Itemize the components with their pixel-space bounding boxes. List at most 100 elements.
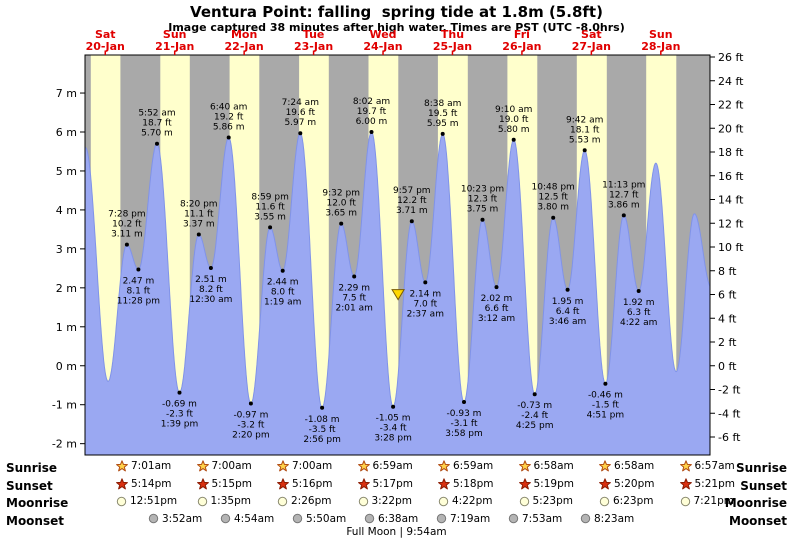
tide-event-dot [621, 213, 626, 218]
y-axis-label-right: -2 ft [718, 384, 741, 397]
sunset-star-icon [357, 477, 370, 490]
sunset-star-icon [438, 477, 450, 490]
day-label-dow: Sun [163, 28, 187, 41]
y-axis-label-left: 6 m [56, 126, 77, 139]
day-label-dow: Sun [649, 28, 673, 41]
tide-event-dot [511, 137, 516, 142]
sunrise-entry: 7:01am [116, 460, 171, 472]
tide-event-label: 18.1 ft [570, 125, 600, 135]
sunrise-entry: 6:58am [599, 460, 654, 472]
tide-event-dot [177, 390, 182, 395]
day-label-dow: Sat [95, 28, 116, 41]
tide-event-label: -3.4 ft [380, 424, 407, 434]
moonrise-circle-icon [116, 496, 127, 507]
sunrise-time: 7:01am [131, 460, 172, 472]
tide-event-label: 6.6 ft [485, 304, 509, 314]
tide-event-label: -2.4 ft [521, 411, 548, 421]
tide-event-label: 10:48 pm [532, 183, 575, 193]
tide-event-label: 12.2 ft [397, 196, 427, 206]
y-axis-label-right: -4 ft [718, 407, 741, 420]
tide-event-label: 10:23 pm [461, 185, 504, 195]
astro-row-label-moonset-left: Moonset [6, 513, 64, 528]
sunset-star-icon [116, 477, 128, 490]
moonrise-time: 1:35pm [210, 495, 251, 507]
chart-subtitle: Image captured 38 minutes after high wat… [168, 21, 625, 34]
sunrise-entry: 6:59am [357, 460, 413, 472]
astro-row-label-moonset-right: Moonset [729, 513, 787, 528]
day-label-dow: Fri [514, 28, 530, 41]
tide-event-dot [551, 215, 556, 220]
y-axis-label-left: 1 m [56, 321, 77, 334]
plot-border [84, 54, 711, 456]
sunset-star-icon [518, 477, 531, 490]
tide-event-label: -0.46 m [588, 391, 623, 401]
sunrise-time: 6:58am [614, 460, 655, 472]
moonset-circle-icon [508, 513, 519, 524]
tide-event-label: 9:32 pm [322, 189, 360, 199]
moonset-time: 5:50am [306, 512, 347, 525]
y-axis-label-right: 18 ft [718, 146, 744, 159]
tide-event-label: 2:56 pm [303, 435, 341, 445]
tide-event-label: 12.3 ft [468, 195, 498, 205]
y-axis-label-right: 22 ft [718, 99, 744, 112]
y-axis-label-left: -1 m [52, 399, 77, 412]
tide-event-dot [124, 242, 129, 247]
astro-row-label-sunset-left: Sunset [6, 478, 53, 493]
sunrise-time: 6:57am [694, 460, 735, 472]
moonset-time: 4:54am [234, 512, 275, 525]
tide-event-label: -3.5 ft [309, 425, 336, 435]
day-label-date: 26-Jan [502, 40, 541, 53]
tide-event-label: 6.4 ft [556, 307, 580, 317]
tide-event-dot [208, 266, 213, 270]
y-axis-label-left: 7 m [56, 87, 77, 100]
tide-event-label: 1:39 pm [161, 420, 199, 430]
tide-event-label: 9:42 am [566, 115, 603, 125]
sunrise-time: 6:58am [533, 460, 574, 472]
sunrise-star-icon [518, 460, 531, 472]
sunset-star-icon [599, 477, 611, 490]
tide-event-dot [155, 141, 159, 146]
tide-event-dot [280, 268, 285, 273]
moonset-time: 6:38am [378, 512, 419, 525]
tide-event-label: 19.0 ft [499, 115, 529, 125]
tide-event-dot [462, 400, 466, 404]
moonset-time: 3:52am [162, 512, 203, 525]
moonset-entry: 7:53am [508, 513, 562, 525]
y-axis-label-right: 12 ft [718, 217, 744, 230]
tide-event-label: 12.5 ft [538, 193, 568, 203]
tide-area [85, 132, 710, 455]
tide-event-label: 11:28 pm [117, 297, 160, 307]
astro-row-label-moonrise-right: Moonrise [724, 496, 787, 510]
tide-event-label: 5.95 m [427, 119, 459, 129]
sunrise-entry: 7:00am [196, 460, 252, 472]
moonset-entry: 4:54am [220, 513, 274, 525]
day-label-date: 20-Jan [86, 40, 125, 53]
tide-event-label: 19.6 ft [286, 108, 316, 118]
tide-event-dot [440, 131, 445, 136]
tide-event-label: 8:20 pm [180, 200, 218, 210]
tide-event-label: 7:24 am [282, 98, 319, 108]
sunset-entry: 5:17pm [357, 477, 413, 490]
tide-event-label: 1.95 m [552, 297, 584, 307]
y-axis-label-right: 26 ft [718, 51, 744, 64]
tide-event-label: 2.02 m [481, 294, 513, 304]
tide-event-dot [136, 267, 141, 272]
tide-event-dot [352, 274, 357, 279]
y-axis-label-right: 20 ft [718, 122, 744, 135]
tide-event-label: 3.71 m [396, 206, 428, 216]
tide-event-label: 11.6 ft [255, 202, 285, 212]
tide-event-label: 7:28 pm [108, 210, 146, 220]
moonset-entry: 8:23am [580, 513, 634, 525]
moonrise-time: 12:51pm [130, 495, 178, 507]
moonset-circle-icon [580, 513, 591, 524]
tide-event-label: 11:13 pm [602, 180, 645, 190]
tide-event-dot [320, 405, 325, 410]
tide-event-label: 3.37 m [183, 220, 215, 230]
moonset-circle-icon [220, 513, 231, 524]
moonrise-circle-icon [358, 496, 369, 507]
moonset-entry: 3:52am [148, 513, 202, 525]
y-axis-label-right: 6 ft [718, 289, 737, 302]
moonrise-entry: 4:22pm [438, 495, 492, 507]
tide-event-label: 2.44 m [267, 278, 299, 288]
tide-event-label: 6.3 ft [627, 308, 651, 318]
